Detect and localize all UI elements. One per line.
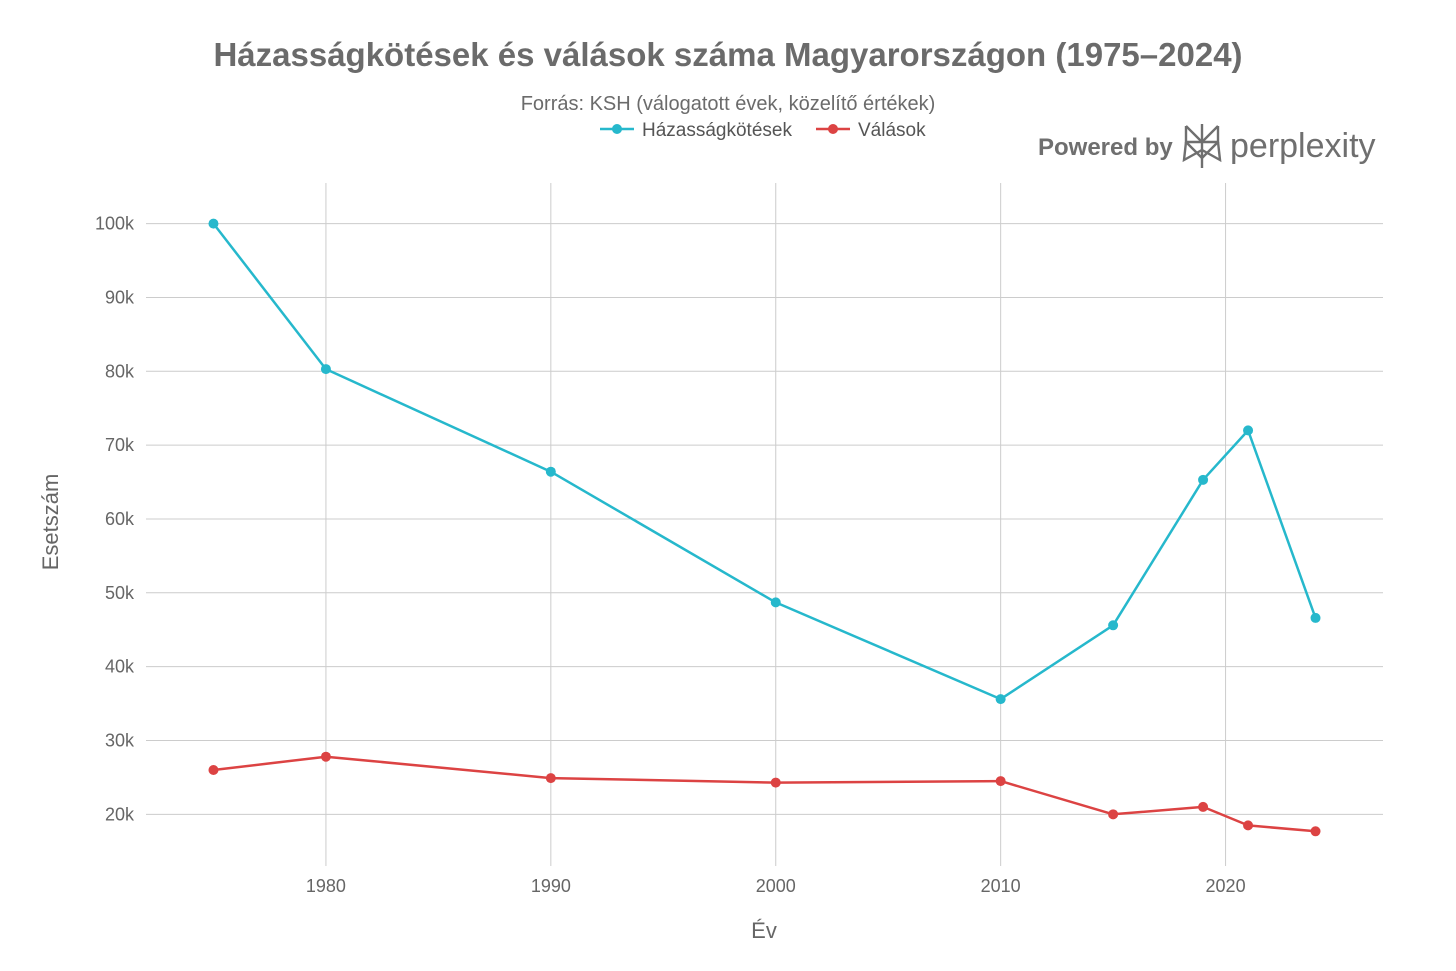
watermark: Powered by perplexity: [1038, 124, 1376, 168]
data-point-hazassagkotesek: [1198, 474, 1209, 485]
series-line-hazassagkotesek: [212, 222, 1317, 701]
grid: [146, 183, 1383, 866]
y-tick-label: 30k: [105, 730, 135, 750]
data-point-hazassagkotesek: [995, 694, 1006, 705]
watermark-brand: perplexity: [1230, 127, 1376, 165]
legend-marker-valasok: [828, 124, 838, 134]
x-tick-label: 2000: [756, 876, 796, 896]
y-tick-label: 50k: [105, 583, 135, 603]
data-point-valasok: [1243, 820, 1254, 831]
y-tick-label: 70k: [105, 435, 135, 455]
data-point-valasok: [1198, 801, 1209, 812]
chart-subtitle: Forrás: KSH (válogatott évek, közelítő é…: [521, 93, 936, 115]
series-line-valasok: [213, 755, 1316, 833]
data-point-valasok: [320, 751, 331, 762]
x-tick-label: 1990: [531, 876, 571, 896]
legend-label-valasok: Válások: [858, 120, 926, 141]
y-tick-label: 20k: [105, 804, 135, 824]
x-tick-label: 2010: [981, 876, 1021, 896]
y-tick-label: 100k: [95, 214, 135, 234]
x-tick-label: 1980: [306, 876, 346, 896]
x-axis-label: Év: [751, 918, 777, 943]
data-point-hazassagkotesek: [1310, 612, 1321, 623]
data-point-hazassagkotesek: [1243, 425, 1254, 436]
data-point-valasok: [208, 765, 219, 776]
legend-label-hazassagkotesek: Házasságkötések: [642, 120, 792, 141]
y-tick-label: 40k: [105, 657, 135, 677]
legend-item-hazassagkotesek[interactable]: Házasságkötések: [600, 120, 792, 141]
perplexity-logo-icon: [1182, 124, 1222, 168]
watermark-powered-by: Powered by: [1038, 134, 1173, 161]
data-point-hazassagkotesek: [770, 597, 781, 608]
legend-marker-hazassagkotesek: [612, 124, 622, 134]
series: [208, 218, 1321, 837]
legend-item-valasok[interactable]: Válások: [816, 120, 926, 141]
data-point-hazassagkotesek: [320, 364, 331, 375]
y-tick-label: 60k: [105, 509, 135, 529]
data-point-valasok: [995, 776, 1006, 787]
data-point-valasok: [1108, 809, 1119, 820]
data-point-valasok: [545, 773, 556, 784]
data-point-hazassagkotesek: [208, 218, 219, 229]
y-tick-label: 90k: [105, 287, 135, 307]
axis-ticks: 20k 30k 40k 50k 60k 70k 80k 90k 100k 1980 1990 2000…: [95, 214, 1246, 896]
data-point-hazassagkotesek: [1108, 620, 1119, 631]
data-point-valasok: [770, 777, 781, 788]
data-point-valasok: [1310, 826, 1321, 837]
y-axis-label: Esetszám: [38, 474, 63, 571]
data-point-hazassagkotesek: [545, 466, 556, 477]
x-tick-label: 2020: [1206, 876, 1246, 896]
y-tick-label: 80k: [105, 361, 135, 381]
chart-title: Házasságkötések és válások száma Magyaro…: [213, 36, 1242, 73]
legend: Házasságkötések Válások: [600, 120, 926, 141]
